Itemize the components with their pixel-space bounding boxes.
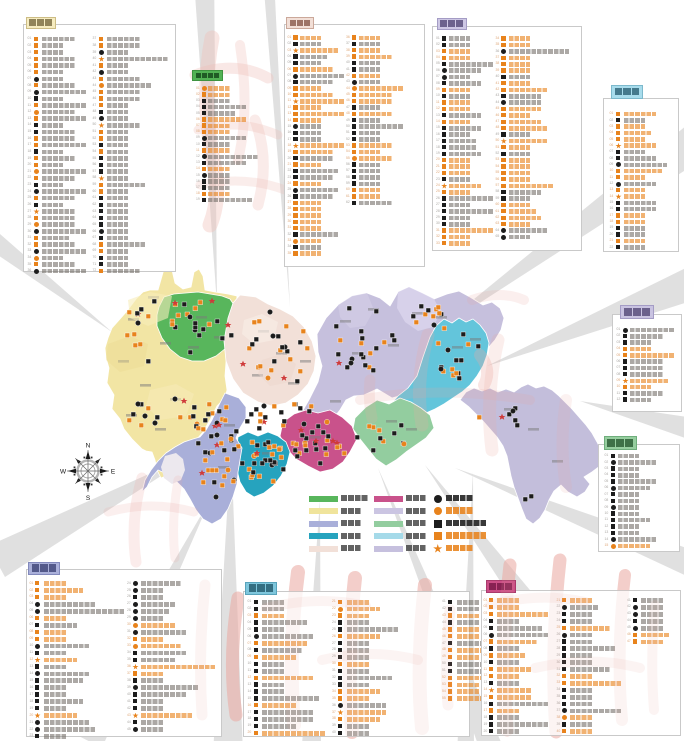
svg-text:W: W (60, 468, 67, 475)
svg-text:E: E (111, 468, 116, 475)
svg-text:S: S (86, 495, 91, 502)
svg-text:N: N (86, 443, 91, 450)
